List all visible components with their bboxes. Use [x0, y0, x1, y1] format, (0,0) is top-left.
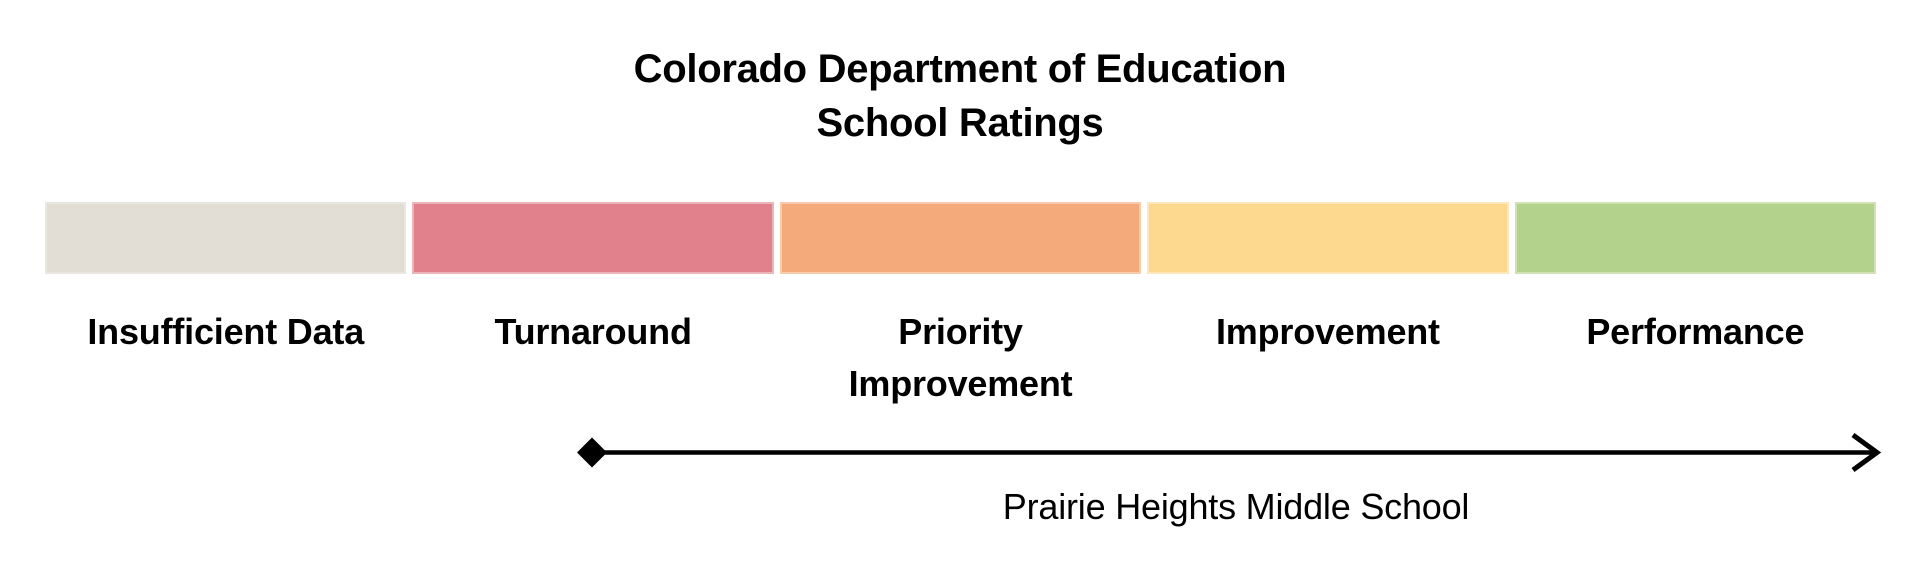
segment-insufficient-data: [45, 202, 407, 274]
segment-turnaround: [412, 202, 774, 274]
page-title: Colorado Department of Education School …: [0, 42, 1920, 150]
label-priority-improvement: Priority Improvement: [848, 311, 1073, 404]
arrow-head-icon: [1851, 432, 1882, 473]
label-improvement: Improvement: [1215, 311, 1440, 352]
segment-performance: [1514, 202, 1877, 274]
label-insufficient-data: Insufficient Data: [87, 311, 365, 352]
rating-scale-bar: [45, 202, 1877, 274]
segment-priority-improvement: [779, 202, 1142, 274]
title-line-1: Colorado Department of Education: [633, 47, 1287, 91]
school-name-label: Prairie Heights Middle School: [1002, 486, 1470, 527]
title-line-2: School Ratings: [816, 101, 1104, 145]
rating-labels-row: Insufficient Data Turnaround Priority Im…: [45, 306, 1876, 410]
segment-improvement: [1147, 202, 1509, 274]
school-rating-arrow: [570, 430, 1900, 475]
label-turnaround: Turnaround: [494, 311, 692, 352]
label-performance: Performance: [1586, 311, 1805, 352]
